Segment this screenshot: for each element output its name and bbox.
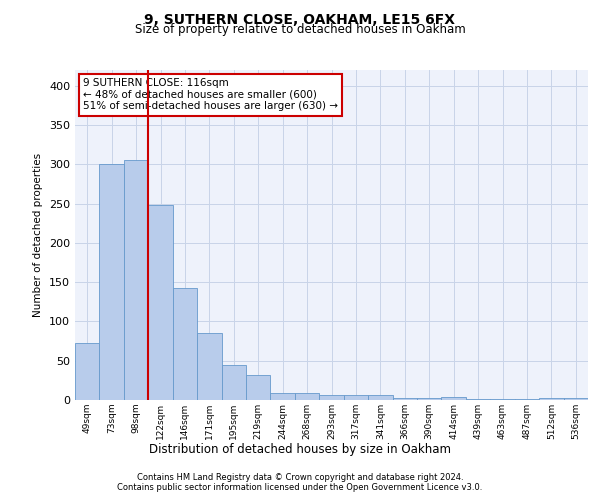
Bar	[246, 375, 271, 400]
Bar	[148, 205, 173, 400]
Bar	[221, 364, 246, 400]
Bar	[173, 288, 197, 400]
Bar	[124, 160, 148, 400]
Bar	[392, 398, 417, 400]
Bar	[197, 333, 221, 400]
Text: 9 SUTHERN CLOSE: 116sqm
← 48% of detached houses are smaller (600)
51% of semi-d: 9 SUTHERN CLOSE: 116sqm ← 48% of detache…	[83, 78, 338, 112]
Bar	[271, 393, 295, 400]
Text: Contains HM Land Registry data © Crown copyright and database right 2024.: Contains HM Land Registry data © Crown c…	[137, 472, 463, 482]
Bar	[75, 344, 100, 400]
Bar	[100, 164, 124, 400]
Bar	[319, 396, 344, 400]
Y-axis label: Number of detached properties: Number of detached properties	[34, 153, 43, 317]
Bar	[344, 396, 368, 400]
Text: Distribution of detached houses by size in Oakham: Distribution of detached houses by size …	[149, 442, 451, 456]
Bar	[490, 399, 515, 400]
Bar	[368, 396, 392, 400]
Bar	[466, 399, 490, 400]
Bar	[417, 398, 442, 400]
Text: Size of property relative to detached houses in Oakham: Size of property relative to detached ho…	[134, 24, 466, 36]
Bar	[515, 399, 539, 400]
Bar	[563, 398, 588, 400]
Text: 9, SUTHERN CLOSE, OAKHAM, LE15 6FX: 9, SUTHERN CLOSE, OAKHAM, LE15 6FX	[145, 12, 455, 26]
Bar	[295, 393, 319, 400]
Text: Contains public sector information licensed under the Open Government Licence v3: Contains public sector information licen…	[118, 484, 482, 492]
Bar	[539, 398, 563, 400]
Bar	[442, 397, 466, 400]
